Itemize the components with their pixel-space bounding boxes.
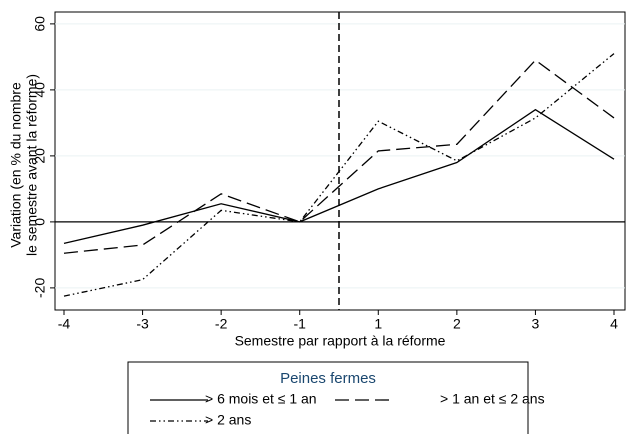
x-axis-label: Semestre par rapport à la réforme — [235, 333, 446, 349]
legend-label: > 1 an et ≤ 2 ans — [440, 391, 545, 407]
series-line — [63, 108, 615, 244]
plot-frame — [54, 11, 626, 311]
y-tick-label: 0 — [32, 218, 48, 226]
y-tick-label: 40 — [32, 82, 48, 98]
x-tick-label: 4 — [610, 316, 618, 332]
x-tick-label: -4 — [58, 316, 71, 332]
series-line — [63, 59, 615, 254]
legend-box — [127, 361, 529, 434]
y-tick-label: 20 — [32, 148, 48, 164]
x-tick-label: -3 — [136, 316, 149, 332]
x-tick-label: 3 — [532, 316, 540, 332]
legend-label: > 2 ans — [205, 412, 251, 428]
y-tick-label: 60 — [32, 16, 48, 32]
legend-label: > 6 mois et ≤ 1 an — [205, 391, 317, 407]
series-line — [63, 53, 615, 297]
legend-title: Peines fermes — [280, 370, 376, 387]
x-tick-label: 2 — [453, 316, 461, 332]
y-axis-label: le semestre avant la réforme) — [24, 74, 40, 256]
y-axis-label: Variation (en % du nombre — [8, 82, 24, 248]
x-tick-label: -1 — [293, 316, 306, 332]
x-tick-label: -2 — [215, 316, 228, 332]
x-tick-label: 1 — [374, 316, 382, 332]
y-tick-label: -20 — [32, 278, 48, 298]
